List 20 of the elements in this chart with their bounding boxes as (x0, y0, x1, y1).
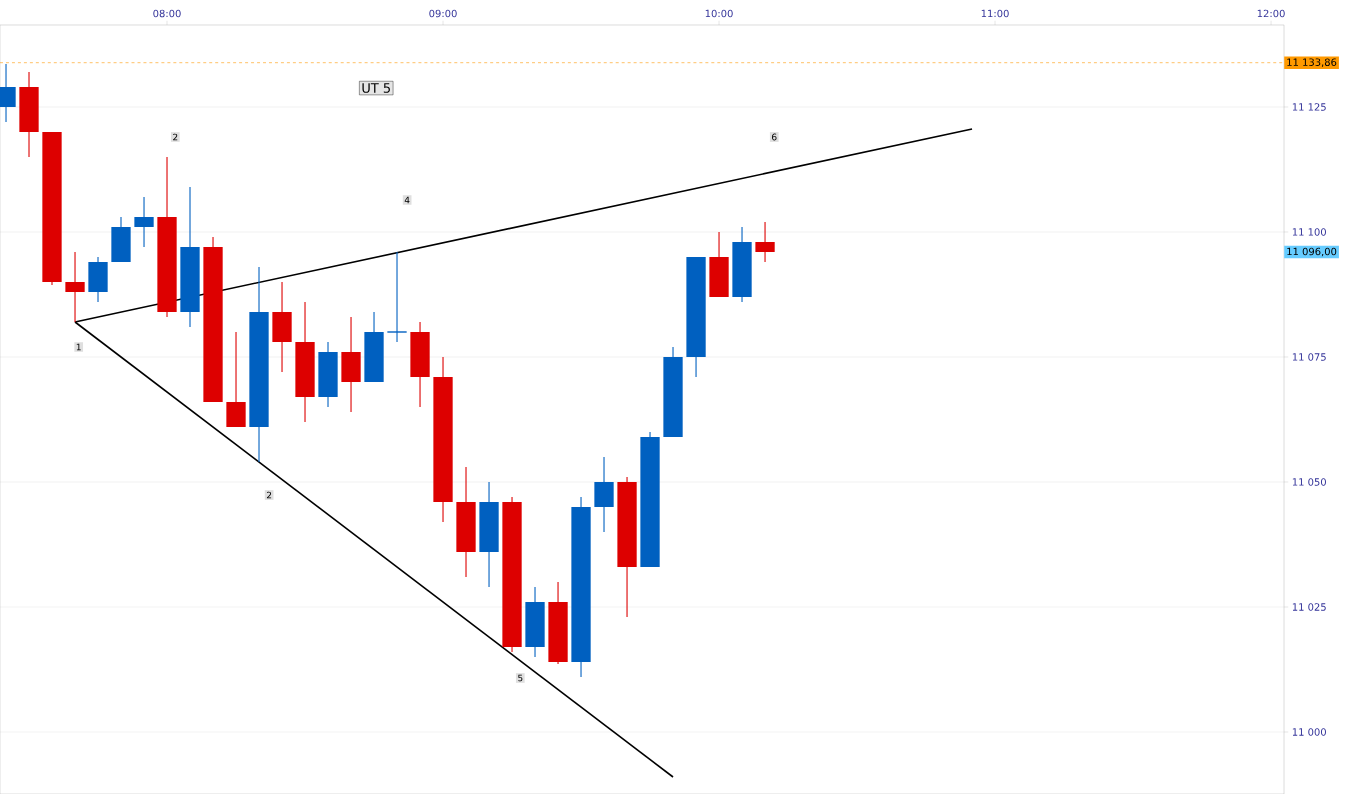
ref-line-label: 11 133,86 (1287, 58, 1337, 67)
annotation: 2 (173, 133, 178, 141)
x-tick-label: 11:00 (981, 9, 1009, 18)
x-tick-label: 09:00 (429, 9, 457, 18)
y-tick-label: 11 025 (1292, 603, 1326, 611)
x-tick-label: 08:00 (153, 9, 181, 18)
annotation: 4 (404, 196, 410, 204)
annotation: UT 5 (362, 83, 390, 93)
x-tick-label: 12:00 (1257, 9, 1285, 18)
x-tick-label: 10:00 (705, 9, 733, 18)
annotation: 6 (772, 133, 777, 141)
y-tick-label: 11 000 (1292, 728, 1326, 736)
annotation: 2 (266, 491, 272, 499)
annotation: 1 (76, 343, 81, 351)
annotation: 5 (518, 674, 523, 682)
y-tick-label: 11 100 (1292, 228, 1326, 236)
y-tick-label: 11 075 (1292, 353, 1326, 361)
text: 11 096,00 (1287, 247, 1337, 257)
y-tick-label: 11 050 (1292, 478, 1326, 486)
y-tick-label: 11 125 (1292, 103, 1326, 111)
